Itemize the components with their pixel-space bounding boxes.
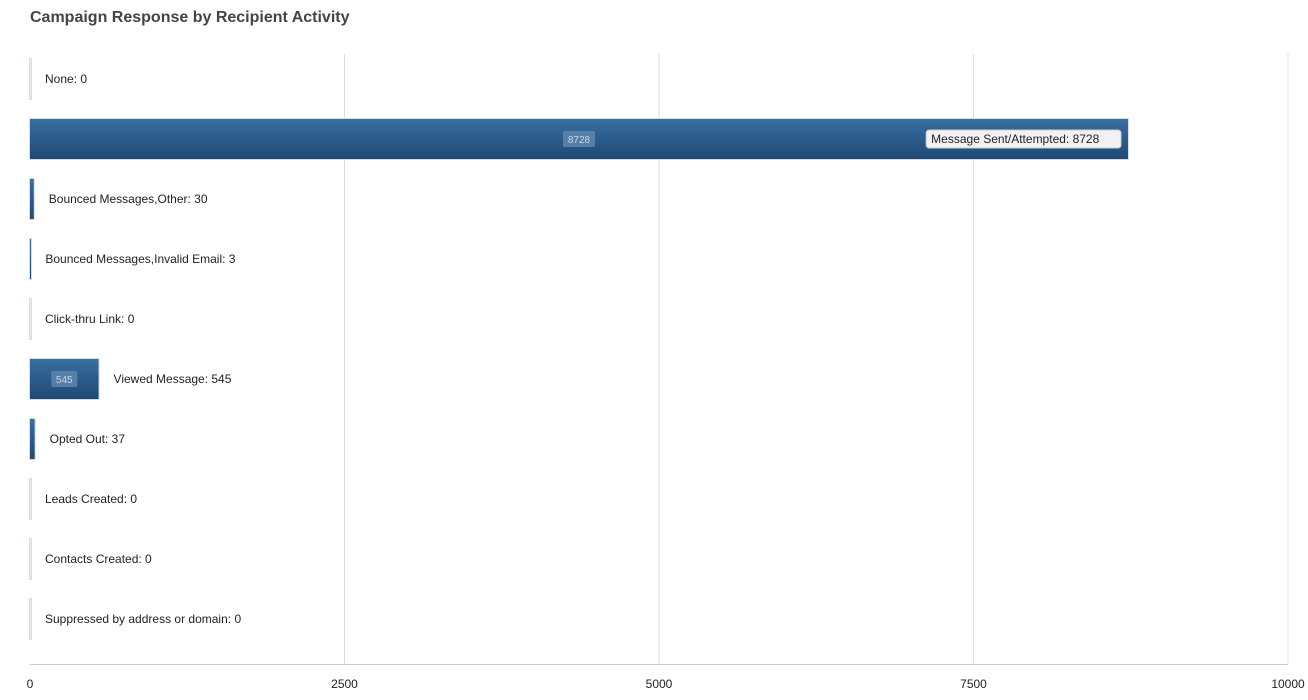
inner-value-label: 8728 [568, 135, 591, 146]
x-tick-label: 7500 [960, 677, 987, 691]
x-tick-label: 2500 [331, 677, 358, 691]
x-tick-label: 0 [27, 677, 34, 691]
inner-value-box [562, 131, 595, 147]
chart-title: Campaign Response by Recipient Activity [30, 9, 350, 26]
data-label: Click-thru Link: 0 [45, 312, 135, 326]
inner-value-label: 545 [56, 375, 73, 386]
inner-value-box [51, 371, 78, 387]
bar [30, 599, 31, 639]
bar [30, 419, 35, 459]
data-label: Message Sent/Attempted: 8728 [931, 132, 1099, 146]
data-label: None: 0 [45, 72, 87, 86]
data-label: Leads Created: 0 [45, 492, 137, 506]
data-label: Opted Out: 37 [50, 432, 126, 446]
bar [30, 479, 31, 519]
data-label: Bounced Messages,Other: 30 [49, 192, 208, 206]
bar [30, 299, 31, 339]
data-label: Suppressed by address or domain: 0 [45, 612, 241, 626]
bar [30, 539, 31, 579]
data-label: Viewed Message: 545 [114, 372, 232, 386]
data-label: Contacts Created: 0 [45, 552, 152, 566]
x-axis-ticks: 0 2500 5000 7500 10000 [27, 664, 1305, 691]
bar [30, 179, 34, 219]
data-label-box [925, 129, 1122, 149]
data-label: Bounced Messages,Invalid Email: 3 [45, 252, 235, 266]
x-tick-label: 5000 [646, 677, 673, 691]
bar [30, 59, 31, 99]
bar [30, 239, 31, 279]
data-labels: None: 0 8728 Message Sent/Attempted: 8728 B… [45, 72, 1122, 626]
x-tick-label: 10000 [1271, 677, 1305, 691]
